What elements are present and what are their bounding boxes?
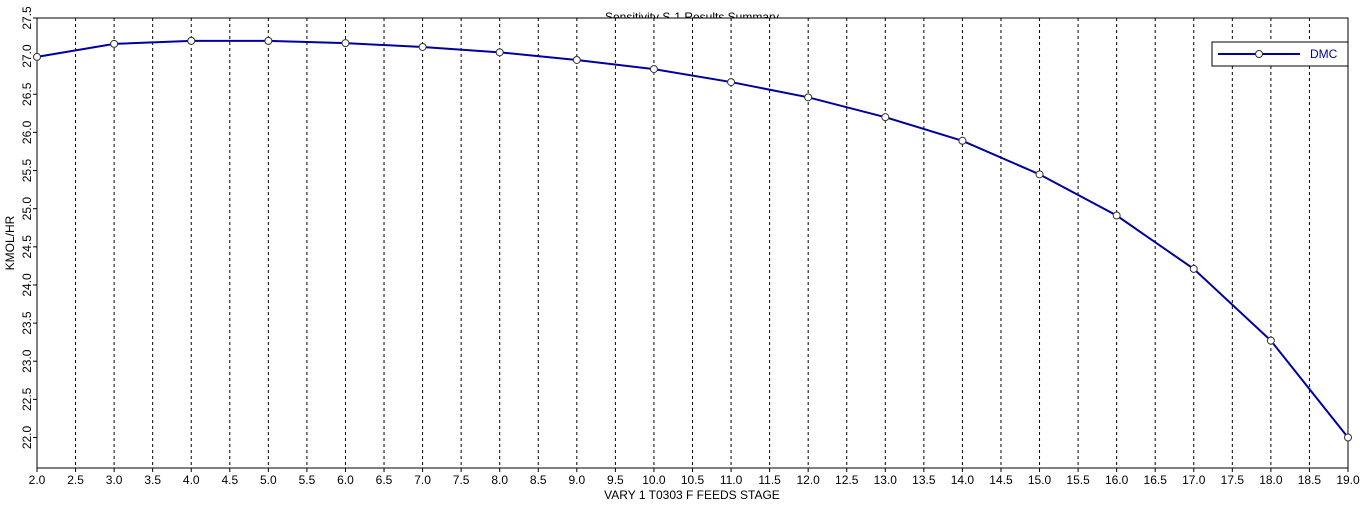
y-tick-label: 22.0 bbox=[20, 425, 34, 449]
y-tick-label: 27.5 bbox=[20, 6, 34, 30]
x-tick-label: 9.5 bbox=[607, 473, 624, 487]
y-tick-label: 26.5 bbox=[20, 82, 34, 106]
x-tick-label: 14.0 bbox=[951, 473, 975, 487]
data-point bbox=[341, 39, 350, 48]
y-tick-label: 27.0 bbox=[20, 44, 34, 68]
legend-label: DMC bbox=[1310, 47, 1338, 61]
x-tick-label: 14.5 bbox=[989, 473, 1013, 487]
x-tick-label: 6.0 bbox=[337, 473, 354, 487]
x-tick-label: 9.0 bbox=[568, 473, 585, 487]
x-tick-label: 7.5 bbox=[453, 473, 470, 487]
data-point bbox=[33, 52, 41, 61]
data-point bbox=[649, 65, 658, 74]
x-tick-label: 8.0 bbox=[491, 473, 508, 487]
x-tick-label: 11.0 bbox=[720, 473, 743, 487]
y-tick-label: 24.5 bbox=[20, 235, 34, 259]
x-tick-label: 18.5 bbox=[1298, 473, 1322, 487]
x-tick-label: 4.0 bbox=[183, 473, 200, 487]
x-tick-label: 16.5 bbox=[1144, 473, 1168, 487]
data-point bbox=[881, 113, 890, 122]
y-tick-label: 25.5 bbox=[20, 159, 34, 183]
x-tick-label: 10.0 bbox=[642, 473, 666, 487]
x-tick-label: 6.5 bbox=[376, 473, 393, 487]
x-tick-label: 17.5 bbox=[1221, 473, 1245, 487]
x-tick-label: 5.0 bbox=[260, 473, 277, 487]
x-tick-label: 16.0 bbox=[1105, 473, 1129, 487]
x-tick-label: 8.5 bbox=[530, 473, 547, 487]
data-point bbox=[187, 36, 196, 45]
y-tick-label: 22.5 bbox=[20, 387, 34, 411]
y-axis-label: KMOL/HR bbox=[3, 215, 17, 270]
x-tick-label: 7.0 bbox=[414, 473, 431, 487]
x-tick-label: 3.5 bbox=[144, 473, 161, 487]
plot-border bbox=[36, 17, 1349, 469]
x-tick-label: 5.5 bbox=[299, 473, 316, 487]
data-line bbox=[36, 39, 1349, 439]
legend-marker bbox=[1255, 50, 1263, 58]
data-point bbox=[110, 39, 119, 48]
y-tick-label: 23.5 bbox=[20, 311, 34, 335]
x-tick-label: 12.5 bbox=[835, 473, 859, 487]
data-point bbox=[418, 42, 427, 51]
x-tick-label: 15.5 bbox=[1066, 473, 1090, 487]
x-tick-label: 17.0 bbox=[1182, 473, 1206, 487]
x-tick-label: 13.0 bbox=[874, 473, 898, 487]
x-tick-label: 18.0 bbox=[1259, 473, 1283, 487]
x-tick-label: 11.5 bbox=[758, 473, 781, 487]
data-point bbox=[495, 48, 504, 57]
x-tick-label: 15.0 bbox=[1028, 473, 1052, 487]
data-point bbox=[1344, 433, 1352, 442]
x-tick-label: 13.5 bbox=[912, 473, 936, 487]
x-tick-label: 12.0 bbox=[796, 473, 820, 487]
data-point bbox=[1266, 336, 1275, 345]
data-point bbox=[264, 36, 273, 45]
x-tick-label: 10.5 bbox=[681, 473, 705, 487]
data-point bbox=[1035, 170, 1044, 179]
data-point bbox=[958, 136, 967, 145]
data-point bbox=[572, 55, 581, 64]
x-tick-label: 4.5 bbox=[221, 473, 238, 487]
y-tick-label: 24.0 bbox=[20, 273, 34, 297]
y-tick-label: 23.0 bbox=[20, 349, 34, 373]
x-tick-label: 19.0 bbox=[1336, 473, 1360, 487]
data-point bbox=[727, 78, 736, 87]
x-axis-label: VARY 1 T0303 F FEEDS STAGE bbox=[604, 488, 780, 502]
data-point bbox=[804, 93, 813, 102]
y-tick-label: 26.0 bbox=[20, 120, 34, 144]
x-tick-label: 2.0 bbox=[29, 473, 46, 487]
y-tick-label: 25.0 bbox=[20, 197, 34, 221]
x-tick-label: 3.0 bbox=[106, 473, 123, 487]
data-point bbox=[1189, 264, 1198, 273]
x-tick-label: 2.5 bbox=[67, 473, 84, 487]
data-point bbox=[1112, 211, 1121, 220]
